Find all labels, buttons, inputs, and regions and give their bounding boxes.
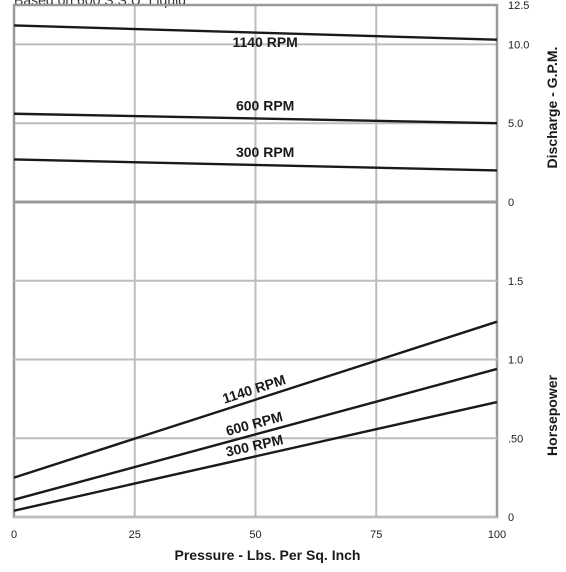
horsepower-curve — [13, 320, 498, 479]
discharge-axis-title: Discharge - G.P.M. — [544, 47, 560, 169]
horsepower-curve — [13, 367, 498, 501]
discharge-tick-label: 10.0 — [508, 39, 529, 51]
pressure-tick-label: 75 — [370, 529, 382, 541]
horsepower-curve — [13, 400, 498, 512]
horsepower-tick-label: 0 — [508, 512, 514, 524]
horsepower-axis-title: Horsepower — [544, 374, 560, 455]
discharge-curve — [13, 112, 498, 125]
discharge-tick-label: 0 — [508, 197, 514, 209]
horsepower-tick-label: 1.5 — [508, 276, 523, 288]
discharge-curve-label: 300 RPM — [236, 144, 294, 160]
horsepower-tick-label: 1.0 — [508, 355, 523, 367]
discharge-curve-label: 600 RPM — [236, 98, 294, 114]
pressure-tick-label: 100 — [488, 529, 506, 541]
discharge-tick-label: 5.0 — [508, 118, 523, 130]
discharge-tick-label: 12.5 — [508, 0, 529, 12]
discharge-panel: 12.5 10.0 5.0 0 1140 RPM 600 RPM 300 RPM Discha… — [12, 0, 560, 519]
pressure-tick-label: 50 — [249, 529, 261, 541]
discharge-curve — [13, 158, 498, 172]
horsepower-tick-label: .50 — [508, 433, 523, 445]
pressure-tick-label: 25 — [129, 529, 141, 541]
pressure-axis-title: Pressure - Lbs. Per Sq. Inch — [175, 547, 361, 563]
discharge-curve — [13, 24, 498, 41]
pressure-tick-label: 0 — [11, 529, 17, 541]
discharge-curve-label: 1140 RPM — [232, 34, 297, 50]
